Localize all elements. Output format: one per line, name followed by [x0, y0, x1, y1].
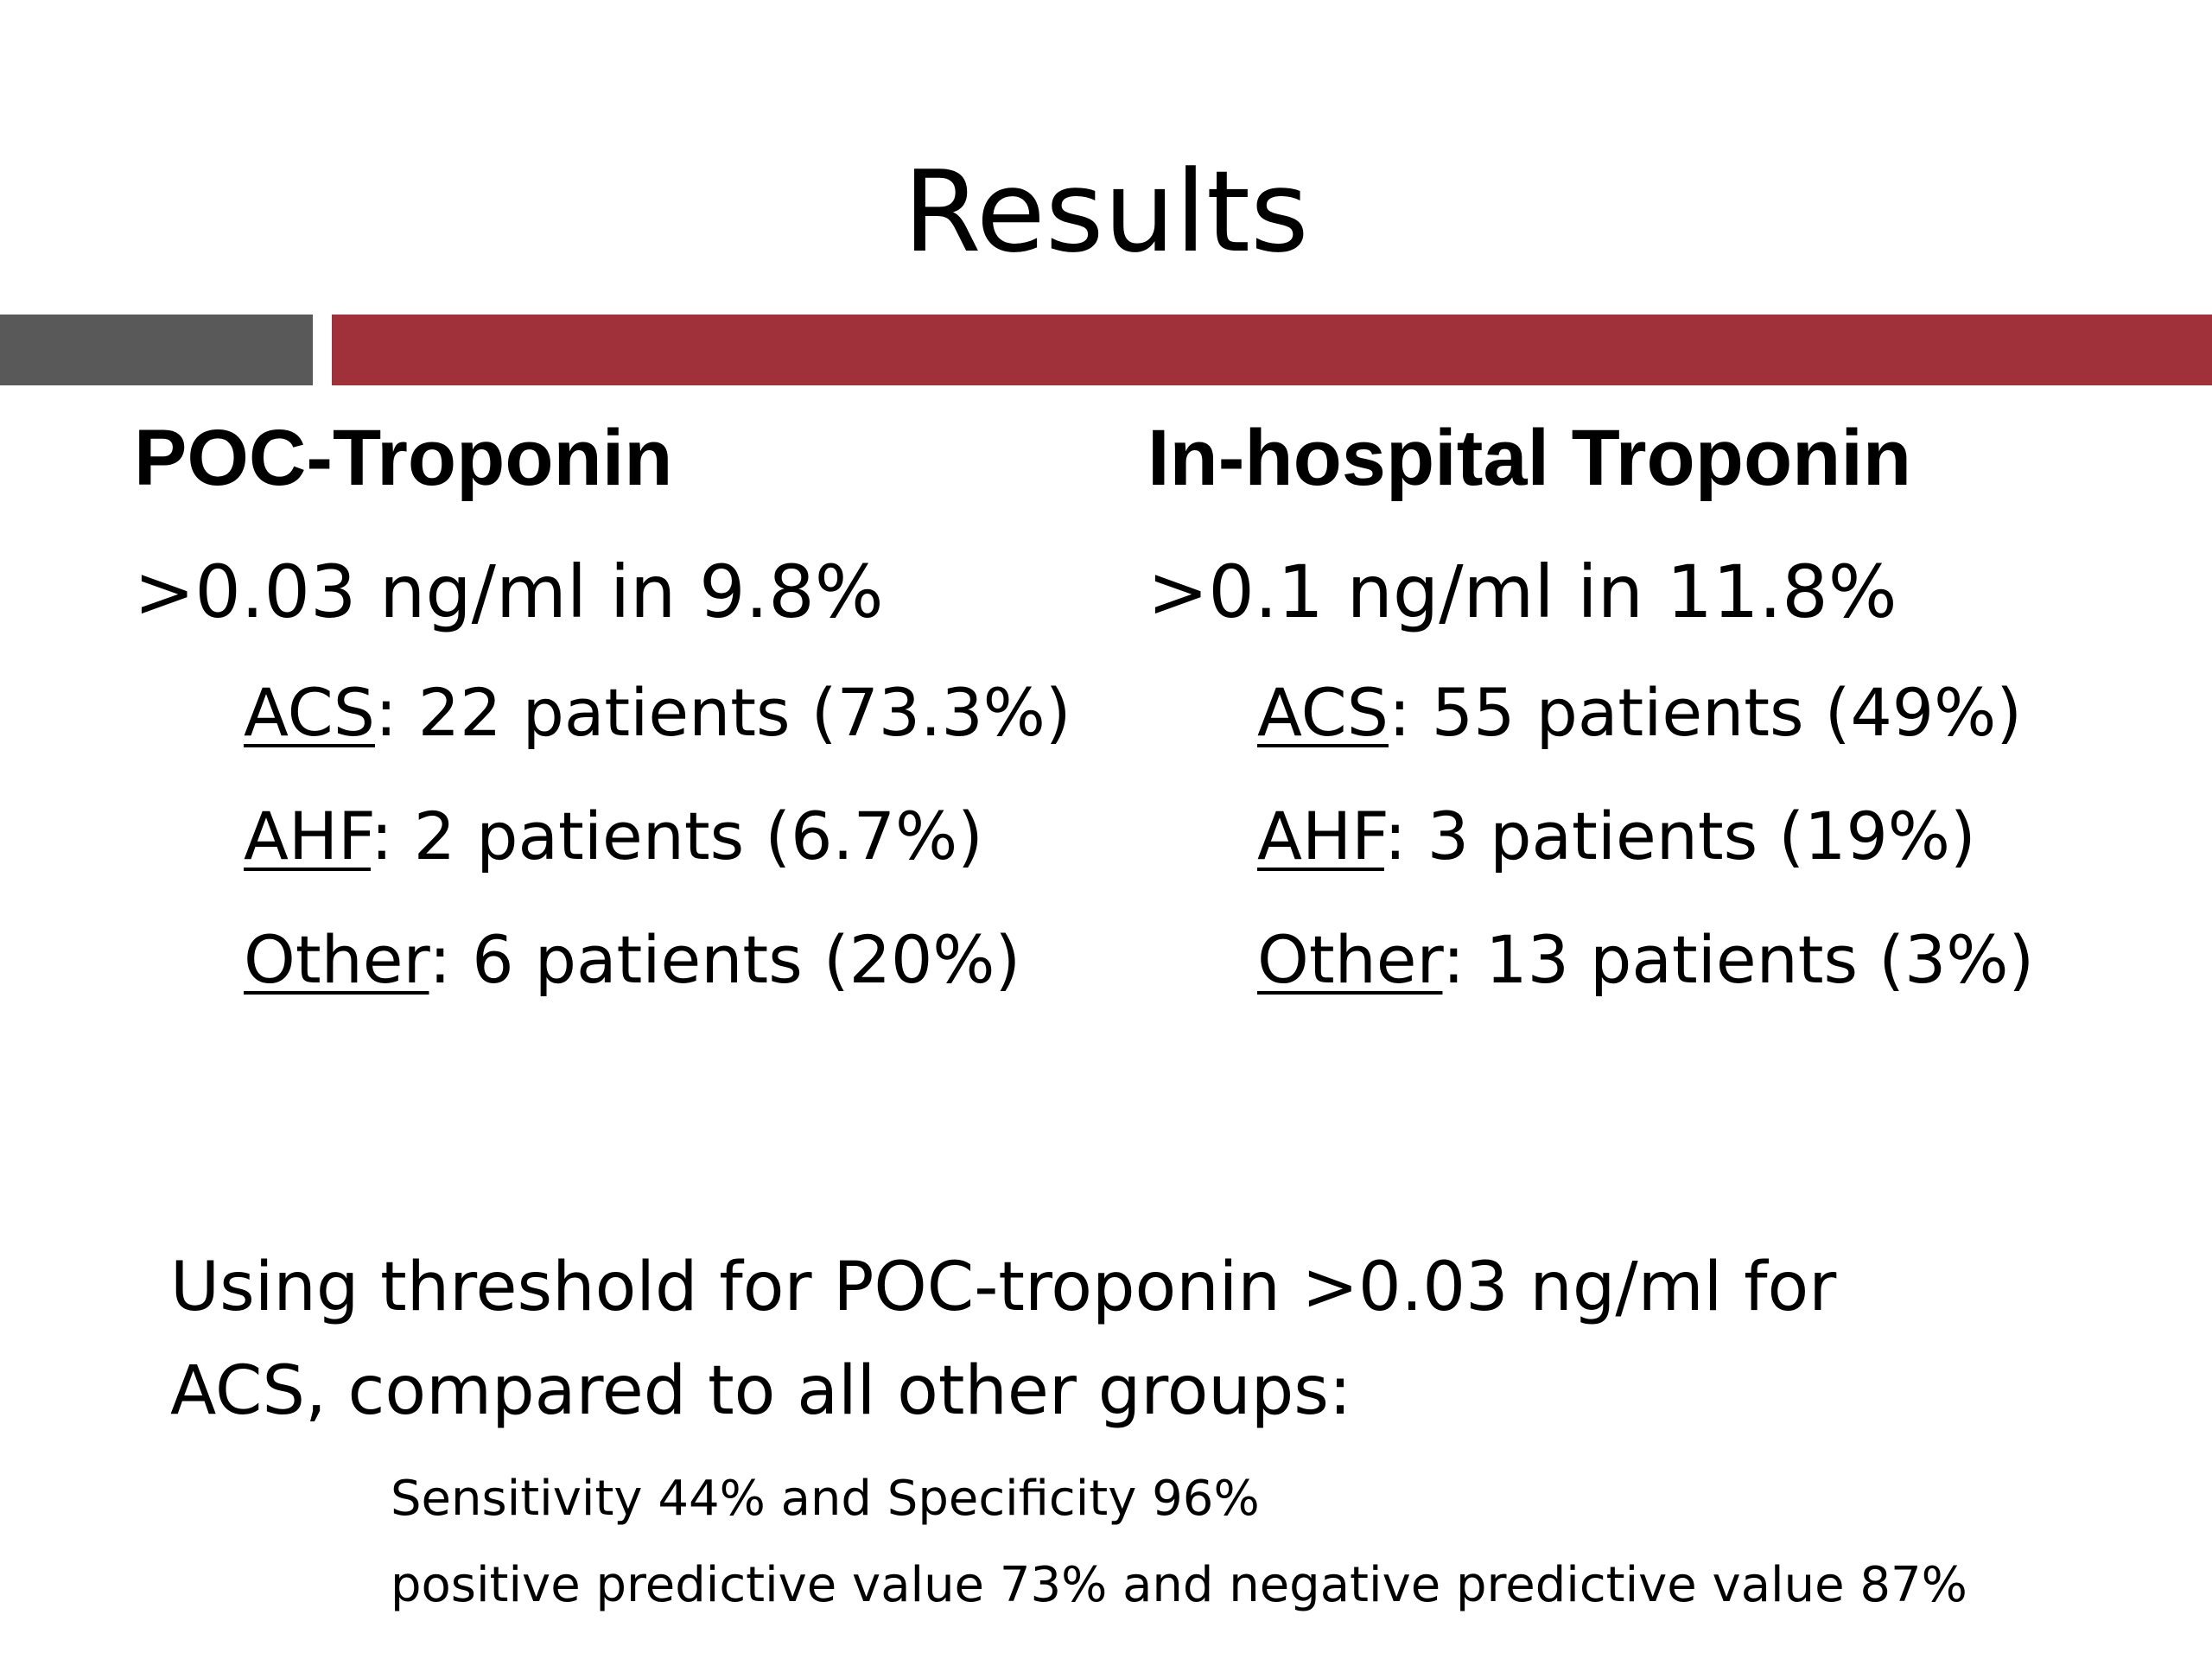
title-bar-gray	[0, 315, 313, 385]
item-value: : 3 patients (19%)	[1383, 798, 1976, 874]
poc-troponin-list: ACS: 22 patients (73.3%) AHF: 2 patients…	[134, 670, 1128, 1003]
item-key: AHF	[244, 798, 371, 874]
item-value: : 6 patients (20%)	[429, 921, 1021, 998]
in-hospital-troponin-column: In-hospital Troponin >0.1 ng/ml in 11.8%…	[1147, 406, 2184, 1040]
list-item: Other: 13 patients (3%)	[1257, 917, 2184, 1003]
item-key: Other	[244, 921, 429, 998]
in-hospital-troponin-heading: In-hospital Troponin	[1147, 414, 1912, 502]
item-key: AHF	[1257, 798, 1384, 874]
summary-stats: Sensitivity 44% and Specificity 96% posi…	[391, 1456, 2162, 1629]
predictive-value-stat: positive predictive value 73% and negati…	[391, 1557, 1967, 1613]
in-hospital-troponin-list: ACS: 55 patients (49%) AHF: 3 patients (…	[1147, 670, 2184, 1003]
list-item: AHF: 2 patients (6.7%)	[244, 793, 1128, 880]
item-value: : 55 patients (49%)	[1388, 674, 2023, 751]
title-bar-red	[332, 315, 2212, 385]
list-item: Other: 6 patients (20%)	[244, 917, 1128, 1003]
item-key: ACS	[1257, 674, 1389, 751]
poc-troponin-threshold: >0.03 ng/ml in 9.8%	[134, 550, 884, 634]
list-item: ACS: 22 patients (73.3%)	[244, 670, 1128, 756]
item-value: : 2 patients (6.7%)	[370, 798, 983, 874]
item-key: Other	[1257, 921, 1443, 998]
poc-troponin-heading: POC-Troponin	[134, 414, 673, 502]
item-value: : 13 patients (3%)	[1442, 921, 2035, 998]
sensitivity-specificity-stat: Sensitivity 44% and Specificity 96%	[391, 1471, 1260, 1527]
in-hospital-troponin-threshold: >0.1 ng/ml in 11.8%	[1147, 550, 1897, 634]
list-item: ACS: 55 patients (49%)	[1257, 670, 2184, 756]
summary-line-1: Using threshold for POC-troponin >0.03 n…	[170, 1249, 1837, 1326]
item-key: ACS	[244, 674, 375, 751]
slide-title: Results	[903, 146, 1309, 277]
summary-text: Using threshold for POC-troponin >0.03 n…	[170, 1236, 2158, 1443]
item-value: : 22 patients (73.3%)	[374, 674, 1071, 751]
summary-line-2: ACS, compared to all other groups:	[170, 1352, 1352, 1430]
poc-troponin-column: POC-Troponin >0.03 ng/ml in 9.8% ACS: 22…	[134, 406, 1128, 1040]
list-item: AHF: 3 patients (19%)	[1257, 793, 2184, 880]
